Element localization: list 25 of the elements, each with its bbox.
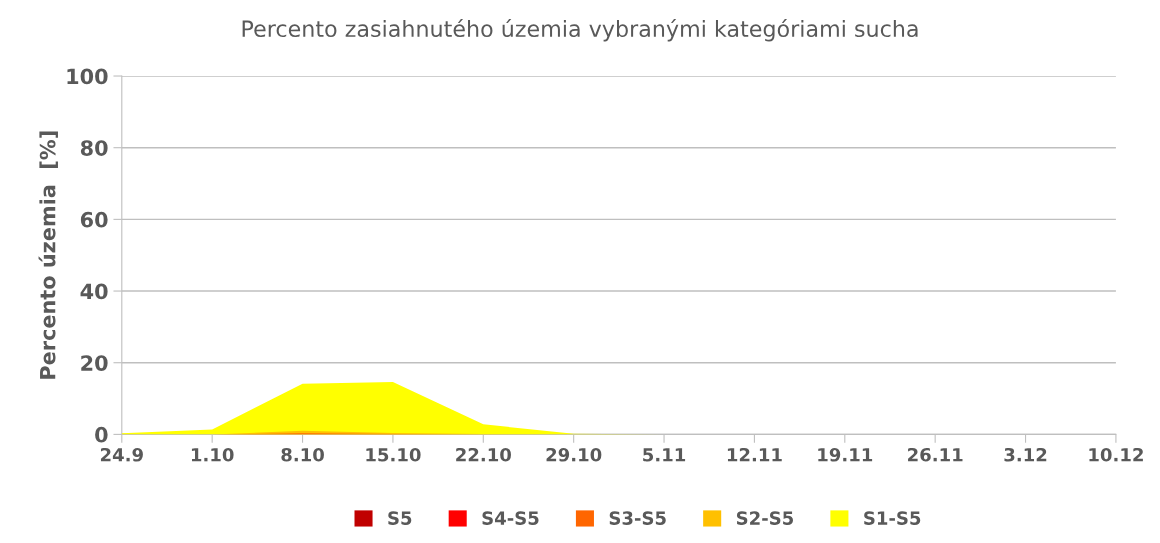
x-tick-label: 26.11: [908, 447, 963, 462]
x-tick-label: 19.11: [818, 447, 873, 462]
x-tick-label: 12.11: [727, 447, 782, 462]
x-tick-label: 15.10: [366, 447, 421, 462]
y-tick-label: 80: [80, 140, 108, 156]
y-axis-title: Percento územia [%]: [38, 131, 58, 379]
y-tick-label: 40: [80, 283, 108, 300]
x-tick-label: 1.10: [191, 447, 234, 462]
legend-label: S5: [388, 511, 412, 525]
legend-label: S1-S5: [864, 511, 921, 525]
legend-label: S4-S5: [482, 511, 539, 525]
x-tick-label: 24.9: [100, 447, 143, 462]
legend-label: S2-S5: [736, 511, 794, 525]
y-tick-label: 20: [81, 355, 108, 371]
x-tick-label: 10.12: [1089, 447, 1143, 462]
legend-label: S3-S5: [609, 511, 666, 525]
y-tick-label: 100: [67, 68, 108, 85]
x-tick-label: 29.10: [546, 447, 602, 462]
x-tick-label: 5.11: [643, 448, 686, 462]
y-tick-label: 60: [80, 211, 108, 228]
chart-title: Percento zasiahnutého územia vybranými kategóriami sucha: [242, 19, 918, 42]
x-tick-label: 3.12: [1004, 447, 1047, 462]
x-tick-label: 22.10: [456, 447, 511, 462]
x-tick-label: 8.10: [281, 447, 324, 462]
y-tick-label: 0: [95, 426, 108, 443]
